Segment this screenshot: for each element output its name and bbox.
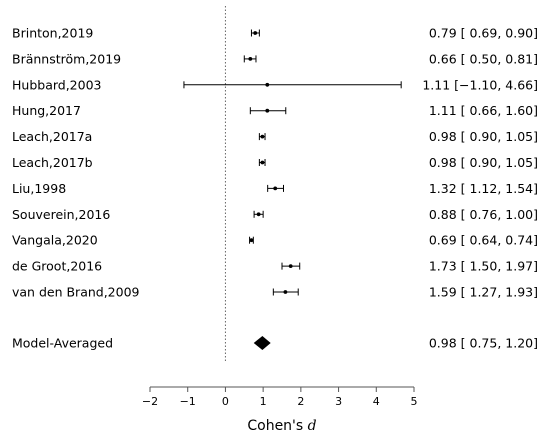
x-tick-label: 5	[411, 395, 418, 408]
estimate-ci-label: 0.69 [ 0.64, 0.74]	[429, 233, 538, 248]
x-axis-title: Cohen's d	[247, 418, 316, 434]
study-row: Vangala,2020 0.69 [ 0.64, 0.74]	[12, 233, 538, 248]
study-name: Hung,2017	[12, 103, 81, 118]
estimate-ci-label: 0.98 [ 0.90, 1.05]	[429, 155, 538, 170]
point-estimate	[248, 57, 253, 61]
point-estimate	[288, 264, 293, 268]
estimate-ci-label: 1.11 [−1.10, 4.66]	[422, 77, 538, 92]
study-row: Brännström,2019 0.66 [ 0.50, 0.81]	[12, 51, 538, 66]
x-tick-label: 2	[297, 395, 304, 408]
point-estimate	[260, 160, 265, 165]
estimate-ci-label: 1.73 [ 1.50, 1.97]	[429, 259, 538, 274]
point-estimate	[260, 134, 265, 139]
summary-row: Model-Averaged 0.98 [ 0.75, 1.20]	[12, 336, 538, 351]
x-tick-label: 0	[222, 395, 229, 408]
study-name: van den Brand,2009	[12, 285, 140, 300]
study-row: van den Brand,2009 1.59 [ 1.27, 1.93]	[12, 285, 538, 300]
x-tick-label: 4	[373, 395, 380, 408]
x-axis: −2 −1 0 1 2 3 4 5	[142, 386, 418, 408]
summary-ci-label: 0.98 [ 0.75, 1.20]	[429, 336, 538, 351]
x-axis-title-symbol: d	[308, 418, 317, 434]
x-axis-title-text: Cohen's	[247, 418, 303, 434]
point-estimate	[253, 31, 258, 35]
study-row: Hung,2017 1.11 [ 0.66, 1.60]	[12, 103, 538, 118]
point-estimate	[249, 238, 254, 243]
x-tick-label: −1	[180, 395, 196, 408]
study-name: Leach,2017b	[12, 155, 93, 170]
study-row: Hubbard,2003 1.11 [−1.10, 4.66]	[12, 77, 538, 92]
study-row: Brinton,2019 0.79 [ 0.69, 0.90]	[12, 26, 538, 41]
point-estimate	[283, 290, 288, 294]
study-name: de Groot,2016	[12, 259, 102, 274]
study-name: Liu,1998	[12, 181, 66, 196]
estimate-ci-label: 0.66 [ 0.50, 0.81]	[429, 51, 538, 66]
study-row: Leach,2017b 0.98 [ 0.90, 1.05]	[12, 155, 538, 170]
estimate-ci-label: 1.32 [ 1.12, 1.54]	[429, 181, 538, 196]
study-row: Liu,1998 1.32 [ 1.12, 1.54]	[12, 181, 538, 196]
point-estimate	[273, 186, 278, 191]
study-name: Souverein,2016	[12, 207, 110, 222]
study-name: Hubbard,2003	[12, 77, 102, 92]
study-name: Vangala,2020	[12, 233, 98, 248]
point-estimate	[265, 82, 270, 87]
study-row: Souverein,2016 0.88 [ 0.76, 1.00]	[12, 207, 538, 222]
x-tick-label: −2	[142, 395, 158, 408]
study-row: Leach,2017a 0.98 [ 0.90, 1.05]	[12, 129, 538, 144]
summary-diamond	[253, 336, 271, 350]
x-tick-label: 1	[260, 395, 267, 408]
estimate-ci-label: 0.79 [ 0.69, 0.90]	[429, 26, 538, 41]
study-name: Leach,2017a	[12, 129, 92, 144]
point-estimate	[265, 108, 270, 113]
estimate-ci-label: 0.98 [ 0.90, 1.05]	[429, 129, 538, 144]
study-name: Brännström,2019	[12, 51, 121, 66]
study-row: de Groot,2016 1.73 [ 1.50, 1.97]	[12, 259, 538, 274]
point-estimate	[256, 212, 261, 217]
study-rows: Brinton,2019 0.79 [ 0.69, 0.90] Brännström…	[12, 26, 538, 300]
study-name: Brinton,2019	[12, 26, 93, 41]
summary-name: Model-Averaged	[12, 336, 113, 351]
estimate-ci-label: 1.59 [ 1.27, 1.93]	[429, 285, 538, 300]
estimate-ci-label: 1.11 [ 0.66, 1.60]	[429, 103, 538, 118]
x-tick-label: 3	[335, 395, 342, 408]
estimate-ci-label: 0.88 [ 0.76, 1.00]	[429, 207, 538, 222]
